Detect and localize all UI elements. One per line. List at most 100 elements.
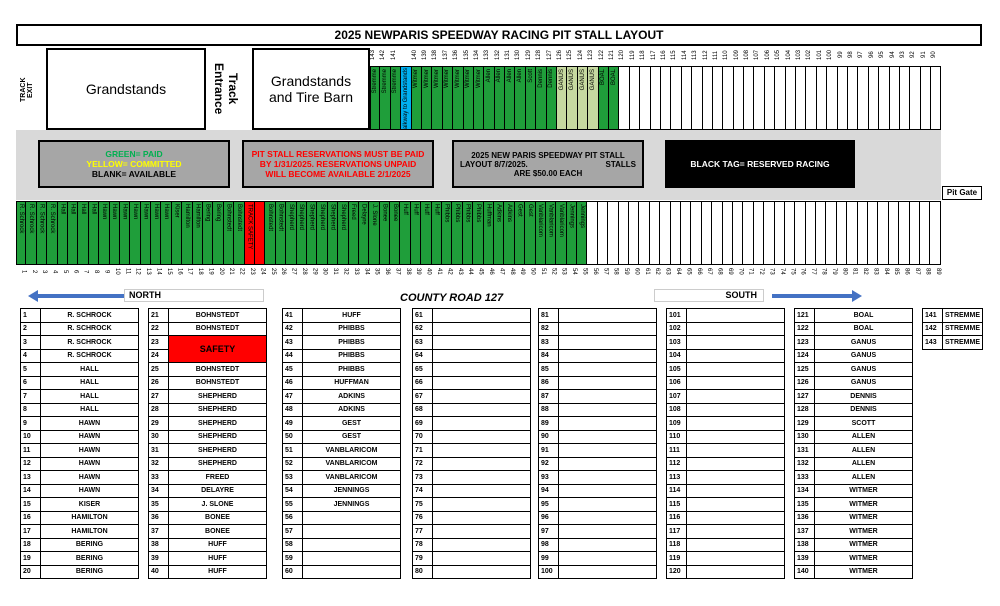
stall-number: 110 xyxy=(723,50,730,60)
stall-number: 30 xyxy=(321,268,328,275)
bottom-stall xyxy=(826,201,837,265)
bottom-stall xyxy=(909,201,920,265)
stall-number: 95 xyxy=(879,51,886,59)
stall-number-cell: 28 xyxy=(148,402,169,417)
stall-number-cell: 69 xyxy=(412,416,433,431)
stall-number-cell: 143 xyxy=(922,335,943,350)
stall-number-cell: 100 xyxy=(538,564,559,579)
stall-number: 134 xyxy=(473,50,480,61)
table-row: 45 PHIBBS xyxy=(282,362,401,377)
stall-number: 6 xyxy=(72,269,79,274)
stall-number: 131 xyxy=(505,50,512,61)
bottom-stall: Hawn xyxy=(151,201,162,265)
stall-number-cell: 139 xyxy=(794,551,815,566)
bottom-stall: Vanblaricom xyxy=(556,201,567,265)
stall-name: Kiser xyxy=(173,204,180,218)
stall-name: Hall xyxy=(69,204,76,215)
stall-number: 3 xyxy=(41,269,48,274)
table-row: 130 ALLEN xyxy=(794,429,913,444)
bottom-stall: Phibbs xyxy=(452,201,463,265)
stall-number-cell: 68 xyxy=(412,402,433,417)
stall-number: 129 xyxy=(525,50,532,61)
stall-number-cell: 64 xyxy=(412,348,433,363)
bottom-stall xyxy=(639,201,650,265)
stall-owner-cell xyxy=(432,470,531,485)
stall-number: 2 xyxy=(30,269,37,274)
stall-owner-cell xyxy=(558,456,657,471)
table-row: 74 xyxy=(412,483,531,498)
layout-note-line1: 2025 NEW PARIS SPEEDWAY PIT STALL xyxy=(471,150,625,160)
south-arrow-icon xyxy=(772,290,862,302)
stall-number: 46 xyxy=(487,268,494,275)
stall-owner-cell: WITMER xyxy=(814,510,913,525)
stall-number-cell: 101 xyxy=(666,308,687,323)
stall-owner-cell xyxy=(302,537,401,552)
stall-number: 55 xyxy=(581,268,588,275)
stall-number: 111 xyxy=(712,50,719,60)
stall-name: R. Schrock xyxy=(28,204,35,234)
table-row: 28 SHEPHERD xyxy=(148,402,267,417)
bottom-stall: R. Schrock xyxy=(16,201,27,265)
stall-number-cell: 63 xyxy=(412,335,433,350)
stall-owner-cell xyxy=(432,443,531,458)
stall-owner-cell: SAFETY xyxy=(168,335,267,363)
bottom-stall xyxy=(712,201,723,265)
stall-name: Shepherd xyxy=(339,204,346,231)
stall-name: Allen xyxy=(506,69,513,83)
table-row: 124 GANUS xyxy=(794,348,913,363)
stall-owner-cell: STREMME xyxy=(942,321,983,336)
top-stall xyxy=(692,66,703,130)
bottom-stall: Shepherd xyxy=(327,201,339,265)
stall-owner-cell xyxy=(686,389,785,404)
stall-number: 52 xyxy=(550,268,557,275)
stall-owner-cell: PHIBBS xyxy=(302,321,401,336)
bottom-stall: Jennings xyxy=(577,201,588,265)
stall-number: 127 xyxy=(546,50,553,61)
stall-owner-cell: VANBLARICOM xyxy=(302,470,401,485)
table-row: 119 xyxy=(666,551,785,566)
track-exit-label: TRACK EXIT xyxy=(20,77,34,103)
stall-number: 80 xyxy=(841,268,848,275)
stall-owner-cell xyxy=(558,429,657,444)
north-arrow-icon xyxy=(28,290,124,302)
stall-number: 132 xyxy=(494,50,501,61)
table-row: 88 xyxy=(538,402,657,417)
stall-number: 40 xyxy=(425,268,432,275)
stall-owner-cell: HAMILTON xyxy=(40,524,139,539)
table-row: 118 xyxy=(666,537,785,552)
stall-name: Witmer xyxy=(423,69,430,88)
stall-owner-cell: GEST xyxy=(302,429,401,444)
stall-number: 85 xyxy=(893,268,900,275)
stall-number: 141 xyxy=(390,50,397,61)
stall-number-cell: 58 xyxy=(282,537,303,552)
table-row: 48 ADKINS xyxy=(282,402,401,417)
stall-number: 62 xyxy=(654,268,661,275)
stall-number: 38 xyxy=(404,268,411,275)
stall-number-cell: 126 xyxy=(794,375,815,390)
stall-number-cell: 57 xyxy=(282,524,303,539)
stall-owner-cell xyxy=(558,524,657,539)
stall-owner-cell xyxy=(432,429,531,444)
stall-owner-cell: WITMER xyxy=(814,551,913,566)
table-row: 23 SAFETY xyxy=(148,335,267,363)
stall-number-cell: 114 xyxy=(666,483,687,498)
stall-name: Dennis xyxy=(537,69,544,88)
stall-number: 59 xyxy=(623,268,630,275)
stall-number: 5 xyxy=(61,269,68,274)
stall-owner-cell xyxy=(558,470,657,485)
stall-name: Allen xyxy=(485,69,492,83)
table-row: 103 xyxy=(666,335,785,350)
stall-number-cell: 14 xyxy=(20,483,41,498)
stall-owner-cell xyxy=(432,551,531,566)
stall-owner-cell: HAWN xyxy=(40,429,139,444)
table-row: 33 FREED xyxy=(148,470,267,485)
stall-number-cell: 98 xyxy=(538,537,559,552)
table-row: 127 DENNIS xyxy=(794,389,913,404)
table-row: 109 xyxy=(666,416,785,431)
stall-number: 140 xyxy=(411,50,418,61)
stall-name: Vanblaricom xyxy=(558,204,564,237)
stall-number-cell: 124 xyxy=(794,348,815,363)
table-row: 89 xyxy=(538,416,657,431)
stall-name: Shepherd xyxy=(308,204,315,231)
bottom-stall xyxy=(722,201,733,265)
